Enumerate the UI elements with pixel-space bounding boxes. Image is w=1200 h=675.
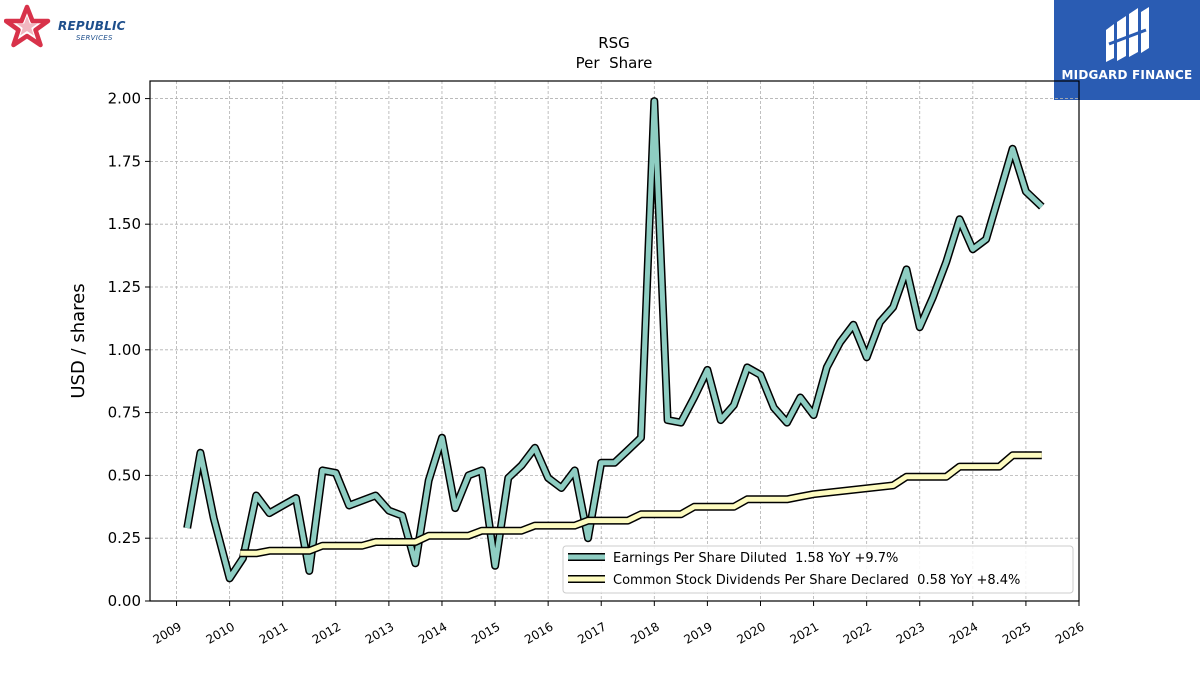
x-tick-label: 2010 xyxy=(204,619,237,646)
x-tick-label: 2020 xyxy=(735,619,768,646)
series-layer xyxy=(183,97,1045,583)
x-tick-label: 2009 xyxy=(151,619,184,646)
x-tick-label: 2019 xyxy=(681,619,714,646)
republic-star-icon xyxy=(3,4,51,48)
y-axis-label: USD / shares xyxy=(68,283,89,398)
x-tick-label: 2012 xyxy=(310,619,343,646)
y-tick-label: 0.50 xyxy=(108,466,141,484)
legend: Earnings Per Share Diluted 1.58 YoY +9.7… xyxy=(562,545,1074,594)
legend-label-eps: Earnings Per Share Diluted 1.58 YoY +9.7… xyxy=(613,551,898,566)
legend-box xyxy=(562,545,1074,594)
x-axis: 2009 2010 2011 2012 2013 2014 2015 2016 2017 2018… xyxy=(151,601,1087,647)
y-tick-label: 2.00 xyxy=(108,90,141,108)
x-tick-label: 2018 xyxy=(628,619,661,646)
series-line-1 xyxy=(240,452,1042,556)
series-line-0 xyxy=(184,98,1044,581)
y-tick-label: 1.75 xyxy=(108,152,141,170)
y-tick-label: 1.25 xyxy=(108,278,141,296)
midgard-m-icon xyxy=(1106,7,1149,62)
y-tick-label: 0.75 xyxy=(108,404,141,422)
plot-frame xyxy=(149,80,1080,602)
x-tick-label: 2024 xyxy=(947,619,980,646)
x-tick-label: 2011 xyxy=(257,619,290,646)
y-tick-label: 0.00 xyxy=(108,592,141,610)
y-axis: 0.00 0.25 0.50 0.75 1.00 1.25 1.50 1.75 2.00 xyxy=(108,90,150,610)
x-tick-label: 2014 xyxy=(416,619,449,646)
x-tick-label: 2013 xyxy=(363,619,396,646)
midgard-logo-name: MIDGARD FINANCE xyxy=(1061,68,1193,82)
y-tick-label: 1.00 xyxy=(108,341,141,359)
x-tick-label: 2025 xyxy=(1000,619,1033,646)
midgard-finance-logo: MIDGARD FINANCE xyxy=(1054,0,1200,100)
x-tick-label: 2023 xyxy=(894,619,927,646)
x-tick-label: 2017 xyxy=(575,619,608,646)
y-tick-label: 1.50 xyxy=(108,215,141,233)
republic-logo-name: REPUBLIC xyxy=(58,19,126,33)
y-tick-label: 0.25 xyxy=(108,529,141,547)
legend-label-dividends: Common Stock Dividends Per Share Declare… xyxy=(613,573,1020,588)
x-tick-label: 2015 xyxy=(469,619,502,646)
republic-logo-sub: SERVICES xyxy=(76,34,113,42)
legend-entry-dividends: Common Stock Dividends Per Share Declare… xyxy=(568,573,1020,588)
chart-title: RSG xyxy=(598,34,630,52)
chart-subtitle: Per Share xyxy=(576,54,653,72)
x-tick-label: 2021 xyxy=(788,619,821,646)
x-tick-label: 2016 xyxy=(522,619,555,646)
x-tick-label: 2022 xyxy=(841,619,874,646)
legend-entry-eps: Earnings Per Share Diluted 1.58 YoY +9.7… xyxy=(568,551,898,566)
x-tick-label: 2026 xyxy=(1053,619,1086,646)
republic-services-logo: REPUBLIC SERVICES xyxy=(3,4,144,54)
